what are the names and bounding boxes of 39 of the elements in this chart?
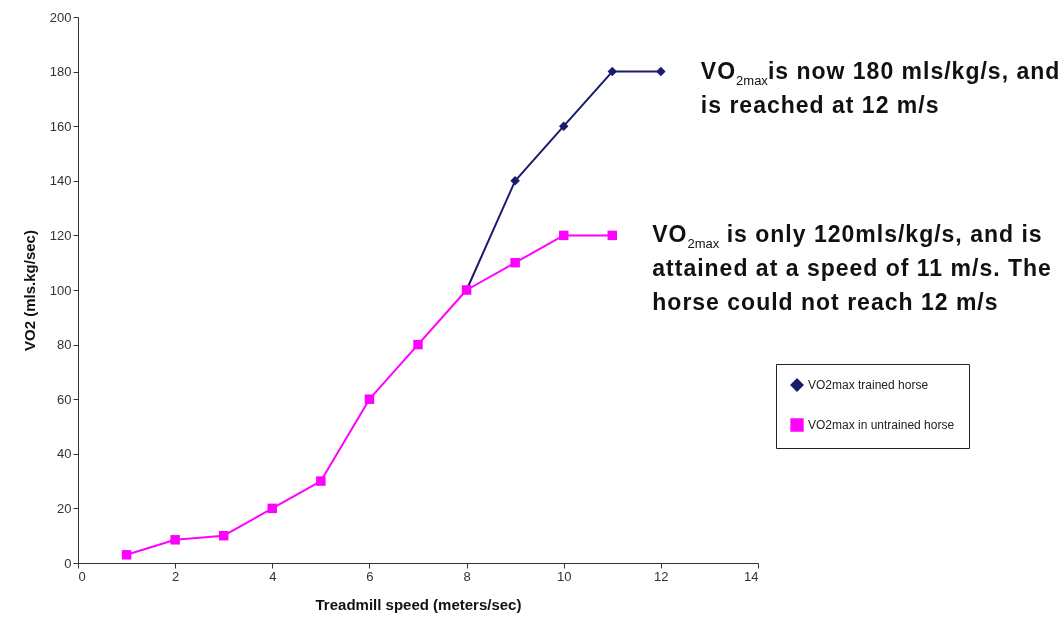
y-tick-label: 200 (49, 9, 72, 25)
point (510, 176, 520, 186)
point (607, 66, 618, 77)
x-tick-label: 8 (463, 568, 471, 584)
y-tick-label: 40 (57, 446, 72, 462)
x-tick-label: 14 (744, 568, 759, 584)
x-axis-title: Treadmill speed (meters/sec) (315, 595, 522, 613)
point (121, 550, 132, 560)
x-tick-label: 12 (654, 568, 669, 584)
x-tick-label: 6 (366, 568, 374, 584)
y-tick-label: 140 (49, 173, 72, 189)
annotation: VO$_{2max}$is now 180 mls/kg/s, and is reached at 12 m/s (700, 56, 1062, 120)
point (316, 476, 326, 486)
x-tick-label: 2 (172, 568, 180, 584)
point (510, 257, 520, 268)
point (413, 339, 423, 350)
y-tick-label: 180 (49, 64, 72, 80)
x-tick-label: 0 (78, 568, 86, 584)
y-tick-label: 0 (64, 555, 72, 571)
x-tick-label: 4 (269, 568, 277, 584)
y-axis-title: VO2 (mls.kg/sec) (20, 230, 38, 351)
point (364, 394, 375, 404)
y-tick-label: 160 (49, 118, 72, 134)
point (656, 66, 666, 77)
y-tick-label: 100 (49, 282, 72, 298)
legend-label: VO2max trained horse (808, 378, 929, 392)
y-tick-label: 80 (57, 337, 72, 353)
legend-label: VO2max in untrained horse (808, 418, 955, 432)
y-tick-label: 20 (57, 500, 72, 516)
point (267, 503, 278, 514)
point (607, 230, 618, 241)
point (558, 121, 569, 131)
y-tick-label: 120 (49, 227, 72, 243)
y-tick-label: 60 (57, 391, 72, 407)
point (558, 230, 569, 241)
x-tick-label: 10 (556, 568, 572, 584)
point (218, 530, 229, 541)
point (170, 535, 180, 545)
annotation: VO$_{2max}$ is only 120mls/kg/s, and is attained at a speed of 11 m/s. The horse could not reach 12 m/s (652, 220, 1053, 318)
